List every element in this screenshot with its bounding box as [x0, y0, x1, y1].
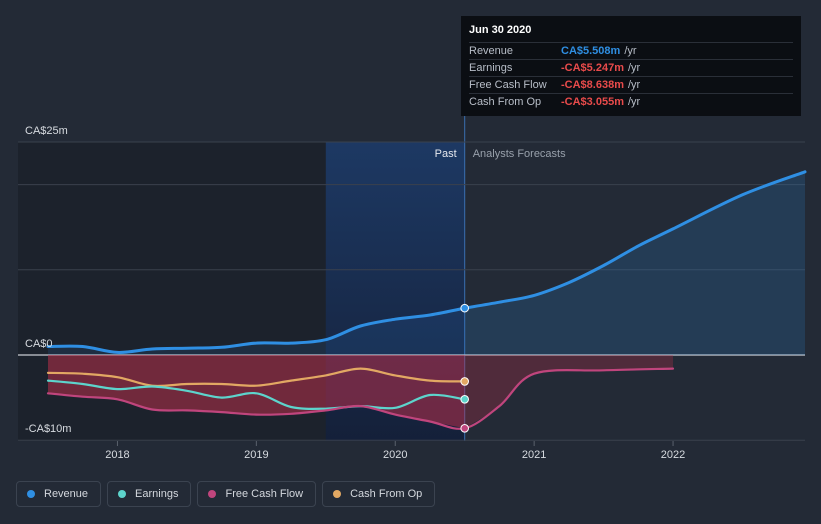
tooltip-unit: /yr — [627, 79, 641, 91]
tooltip-value: CA$5.508m — [561, 45, 621, 57]
x-tick-label: 2021 — [522, 449, 546, 461]
past-label: Past — [435, 148, 457, 160]
tooltip-date: Jun 30 2020 — [469, 24, 532, 36]
tooltip-unit: /yr — [624, 45, 637, 57]
legend-label: Cash From Op — [350, 488, 423, 500]
free-cash-flow-marker — [460, 423, 469, 433]
axis-labels: CA$25m CA$0 -CA$10m 2018 2019 2020 2021 2022 Pas… — [25, 125, 685, 461]
negative-area-past — [48, 355, 465, 429]
tooltip-value: -CA$5.247m — [561, 62, 624, 74]
forecast-label: Analysts Forecasts — [473, 148, 566, 160]
tooltip-label: Revenue — [469, 45, 514, 57]
tooltip-value: -CA$3.055m — [561, 96, 624, 108]
free-cash-flow-line — [46, 367, 675, 430]
revenue-forecast-line — [463, 170, 807, 310]
legend-item-cash-from-op[interactable]: Cash From Op — [322, 481, 436, 507]
legend-label: Free Cash Flow — [225, 488, 304, 500]
tooltip-label: Earnings — [469, 62, 513, 74]
x-tick-label: 2018 — [105, 449, 129, 461]
legend-dot-icon — [333, 490, 342, 498]
cash-from-op-marker — [460, 377, 469, 386]
revenue-forecast-area — [464, 171, 805, 355]
x-tick-label: 2019 — [244, 449, 268, 461]
revenue-area — [48, 308, 465, 355]
tooltip-row-revenue: Revenue CA$5.508m /yr — [469, 42, 793, 59]
legend-dot-icon — [27, 490, 35, 498]
tooltip-unit: /yr — [627, 96, 641, 108]
earnings-marker — [460, 395, 469, 404]
negative-area-forecast — [464, 355, 674, 429]
earnings-line — [46, 379, 466, 410]
x-tick-label: 2022 — [661, 449, 685, 461]
tooltip-row-free-cash-flow: Free Cash Flow -CA$8.638m /yr — [469, 76, 793, 93]
tooltip-unit: /yr — [627, 62, 641, 74]
area-fills — [48, 171, 805, 429]
tooltip-row-cash-from-op: Cash From Op -CA$3.055m /yr — [469, 93, 793, 110]
legend-label: Earnings — [135, 488, 179, 500]
y-tick-label: -CA$10m — [25, 423, 71, 435]
legend-label: Revenue — [44, 488, 89, 500]
legend: Revenue Earnings Free Cash Flow Cash Fro… — [16, 481, 436, 507]
tooltip-label: Free Cash Flow — [469, 79, 547, 91]
x-tick-label: 2020 — [383, 449, 407, 461]
tooltip-row-earnings: Earnings -CA$5.247m /yr — [469, 59, 793, 76]
legend-item-revenue[interactable]: Revenue — [16, 481, 102, 507]
tooltip-value: -CA$8.638m — [561, 79, 624, 91]
hover-markers — [460, 303, 469, 433]
y-tick-label: CA$25m — [25, 125, 68, 137]
y-tick-label: CA$0 — [25, 338, 53, 350]
legend-dot-icon — [208, 490, 217, 498]
revenue-line — [46, 306, 467, 354]
legend-item-free-cash-flow[interactable]: Free Cash Flow — [197, 481, 317, 507]
tooltip: Jun 30 2020 Revenue CA$5.508m /yr Earnin… — [461, 16, 801, 116]
series-lines — [46, 170, 807, 430]
tooltip-label: Cash From Op — [469, 96, 542, 108]
legend-item-earnings[interactable]: Earnings — [107, 481, 192, 507]
cash-from-op-line — [46, 367, 466, 388]
legend-dot-icon — [118, 490, 127, 498]
revenue-marker — [460, 303, 469, 313]
